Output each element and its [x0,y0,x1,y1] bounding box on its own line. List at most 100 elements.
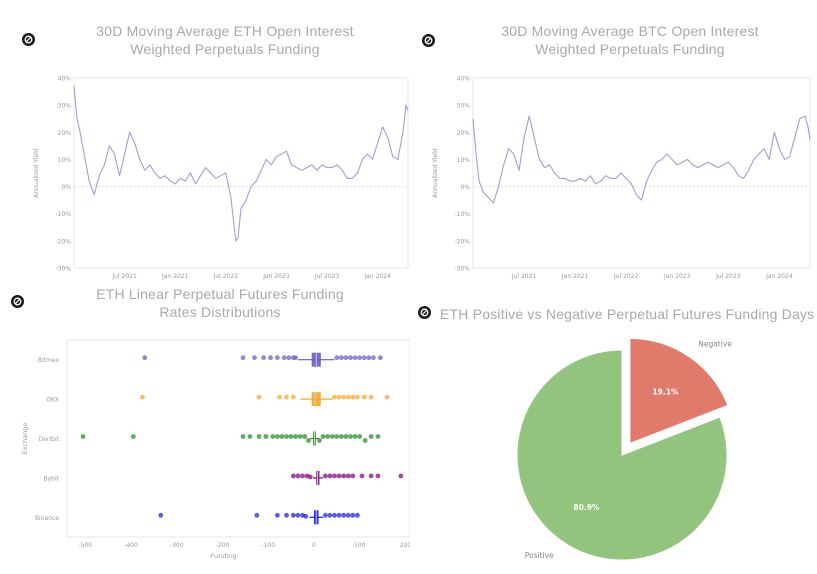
outlier-point [348,355,353,361]
x-tick-label: -200 [216,542,230,549]
outlier-point [343,355,349,361]
exchange-distribution-bitmex [142,351,383,368]
outlier-point [355,512,360,518]
y-tick-label: 10% [457,157,471,164]
outlier-point [256,394,262,400]
btc-funding-line-chart: 40% 30% 20% 10% 0% -10% -20% -30% Jul 2021 Jan 20… [432,76,811,280]
series-line [73,86,409,242]
outlier-point [300,473,305,479]
y-tick-label: Binance [35,515,59,522]
outlier-point [341,473,347,479]
outlier-point [368,473,374,479]
outlier-point [332,394,337,400]
outlier-point [297,434,303,439]
outlier-point [290,394,296,400]
outlier-point [279,434,285,439]
x-axis-label: Funding [211,552,237,560]
outlier-point [339,355,344,361]
outlier-point [329,434,335,439]
y-tick-label: 0% [460,184,470,191]
outlier-point [325,434,331,439]
outlier-point [371,355,376,361]
exchange-distribution-okx [140,391,390,408]
outlier-point [293,355,299,361]
outlier-point [341,394,347,400]
plot-frame [472,77,811,269]
eth-days-panel: ETH Positive vs Negative Perpetual Futur… [410,285,817,574]
x-tick-label: -400 [124,542,138,549]
x-tick-label: Jul 2022 [213,273,239,280]
y-tick-label: -20% [454,238,470,245]
eth-distribution-box-plot: -500 -400 -300 -200 -100 0 100 200 Funding Exchan… [21,339,410,560]
outlier-point [327,473,333,479]
outlier-point [284,512,289,518]
outlier-point [322,512,328,518]
outlier-point [268,355,273,361]
exchange-distribution-binance [158,509,360,526]
outlier-point [303,513,309,519]
eth-distribution-panel: ETH Linear Perpetual Futures Funding Rat… [0,285,410,574]
outlier-point [290,512,296,518]
outlier-point [343,434,349,439]
chart-logo-icon[interactable] [418,306,431,319]
outlier-point [302,434,308,439]
y-tick-label: 10% [58,157,72,164]
x-tick-label: Jan 2021 [161,273,189,280]
outlier-point [295,473,301,479]
y-tick-label: -30% [454,266,470,273]
y-tick-label: -10% [55,211,71,218]
y-tick-label: 40% [58,76,72,83]
chart-logo-icon[interactable] [422,34,435,47]
x-tick-label: Jan 2024 [363,273,391,280]
outlier-point [158,512,164,518]
outlier-point [350,512,356,518]
outlier-point [359,473,365,479]
y-tick-label: 30% [58,103,72,110]
y-tick-label: 20% [457,130,471,137]
outlier-point [361,394,367,400]
eth-distribution-title: ETH Linear Perpetual Futures Funding Rat… [96,286,344,320]
x-tick-label: Jan 2024 [765,273,793,280]
y-tick-label: Bybit [44,475,60,482]
btc-funding-panel: 30D Moving Average BTC Open Interest Wei… [400,0,817,285]
x-tick-label: Jul 2023 [314,273,340,280]
x-tick-label: -500 [78,542,92,549]
x-tick-label: Jul 2022 [613,273,639,280]
outlier-point [348,434,353,439]
outlier-point [130,434,136,439]
x-tick-label: Jul 2021 [111,273,137,280]
y-tick-label: -10% [454,211,470,218]
outlier-point [140,394,145,400]
outlier-point [261,355,267,361]
pie-category-label: Positive [525,551,554,560]
outlier-point [339,434,344,439]
btc-funding-title: 30D Moving Average BTC Open Interest Wei… [501,23,759,57]
exchange-distribution-bybit [290,469,404,486]
exchange-distribution-deribit [80,430,381,447]
eth-funding-title: 30D Moving Average ETH Open Interest Wei… [96,23,354,57]
outlier-point [284,434,289,439]
outlier-point [317,438,322,443]
outlier-point [384,394,390,400]
outlier-point [336,473,342,479]
outlier-point [80,434,86,439]
outlier-point [320,434,326,439]
chart-logo-icon[interactable] [22,33,35,46]
x-tick-label: 200 [400,542,410,549]
pie-value-label: 80.9% [573,503,600,512]
outlier-point [247,434,253,439]
eth-days-pie-chart: 19.1% Negative 80.9% Positive [516,337,732,561]
x-tick-label: -100 [261,542,275,549]
outlier-point [345,394,351,400]
outlier-point [366,355,372,361]
x-tick-label: Jul 2023 [715,273,741,280]
y-tick-label: 20% [58,130,72,137]
outlier-point [341,512,347,518]
chart-logo-icon[interactable] [11,295,24,308]
outlier-point [345,512,351,518]
outlier-point [277,394,283,400]
outlier-point [357,434,363,439]
x-tick-label: 0 [312,542,316,549]
pie-slice-negative [629,337,729,445]
outlier-point [350,473,356,479]
